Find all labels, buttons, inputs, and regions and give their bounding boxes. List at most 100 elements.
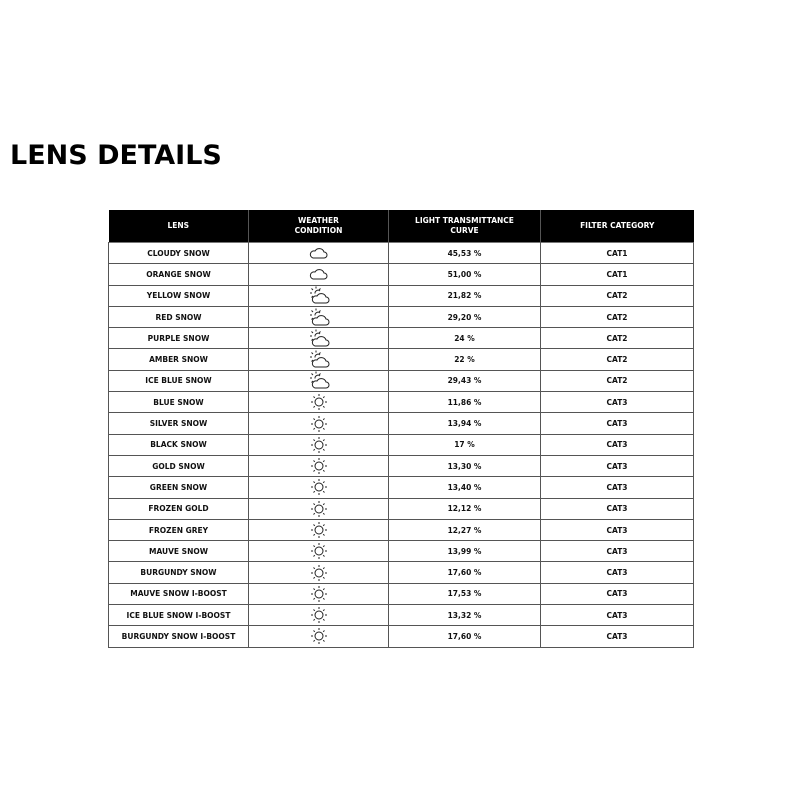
sun-icon <box>249 564 388 582</box>
weather-condition <box>248 284 389 307</box>
lens-name: YELLOW SNOW <box>108 284 249 307</box>
light-transmittance: 17,60 % <box>388 625 541 648</box>
weather-condition <box>248 582 389 606</box>
table-row: CLOUDY SNOW 45,53 % CAT1 <box>108 241 694 265</box>
sun-icon <box>249 521 388 539</box>
light-transmittance: 51,00 % <box>388 263 541 286</box>
light-transmittance: 29,20 % <box>388 305 541 329</box>
filter-category: CAT3 <box>540 391 694 414</box>
table-row: BLUE SNOW 11,86 % CAT3 <box>108 391 694 414</box>
table-row: AMBER SNOW 22 % CAT2 <box>108 348 694 371</box>
light-transmittance: 17,53 % <box>388 582 541 606</box>
light-transmittance: 22 % <box>388 348 541 371</box>
sun-icon <box>249 585 388 603</box>
weather-condition <box>248 540 389 563</box>
header-label: LIGHT TRANSMITTANCE CURVE <box>415 216 514 235</box>
filter-category: CAT3 <box>540 433 694 456</box>
table-row: GREEN SNOW 13,40 % CAT3 <box>108 476 694 499</box>
weather-condition <box>248 454 389 478</box>
header-category: FILTER CATEGORY <box>540 210 694 243</box>
sun-cloud-icon <box>249 371 388 390</box>
sun-icon <box>249 393 388 411</box>
sun-cloud-icon <box>249 350 388 369</box>
weather-condition <box>248 497 389 520</box>
lens-name: FROZEN GOLD <box>108 497 249 520</box>
lens-name: CLOUDY SNOW <box>108 241 249 265</box>
filter-category: CAT1 <box>540 241 694 265</box>
lens-name: BURGUNDY SNOW <box>108 561 249 584</box>
filter-category: CAT2 <box>540 348 694 371</box>
table-row: PURPLE SNOW 24 % CAT2 <box>108 327 694 350</box>
lens-name: BURGUNDY SNOW I-BOOST <box>108 625 249 648</box>
header-label: FILTER CATEGORY <box>580 221 655 230</box>
weather-condition <box>248 391 389 414</box>
filter-category: CAT2 <box>540 369 694 393</box>
lens-name: GREEN SNOW <box>108 476 249 499</box>
light-transmittance: 17 % <box>388 433 541 456</box>
table-row: MAUVE SNOW I-BOOST 17,53 % CAT3 <box>108 582 694 606</box>
table-row: RED SNOW 29,20 % CAT2 <box>108 305 694 329</box>
header-label: WEATHER CONDITION <box>294 216 343 235</box>
weather-condition <box>248 625 389 648</box>
sun-icon <box>249 436 388 454</box>
filter-category: CAT3 <box>540 412 694 435</box>
table-row: BURGUNDY SNOW I-BOOST 17,60 % CAT3 <box>108 625 694 648</box>
table-row: MAUVE SNOW 13,99 % CAT3 <box>108 540 694 563</box>
table-row: ICE BLUE SNOW 29,43 % CAT2 <box>108 369 694 393</box>
weather-condition <box>248 476 389 499</box>
filter-category: CAT3 <box>540 625 694 648</box>
lens-name: ICE BLUE SNOW <box>108 369 249 393</box>
weather-condition <box>248 305 389 329</box>
weather-condition <box>248 327 389 350</box>
light-transmittance: 12,27 % <box>388 518 541 542</box>
filter-category: CAT3 <box>540 476 694 499</box>
lens-name: RED SNOW <box>108 305 249 329</box>
filter-category: CAT3 <box>540 582 694 606</box>
table-row: SILVER SNOW 13,94 % CAT3 <box>108 412 694 435</box>
weather-condition <box>248 518 389 542</box>
weather-condition <box>248 263 389 286</box>
lens-name: ORANGE SNOW <box>108 263 249 286</box>
filter-category: CAT3 <box>540 497 694 520</box>
light-transmittance: 13,30 % <box>388 454 541 478</box>
lens-name: BLACK SNOW <box>108 433 249 456</box>
filter-category: CAT2 <box>540 327 694 350</box>
lens-name: AMBER SNOW <box>108 348 249 371</box>
sun-icon <box>249 500 388 518</box>
sun-cloud-icon <box>249 329 388 348</box>
light-transmittance: 13,99 % <box>388 540 541 563</box>
light-transmittance: 29,43 % <box>388 369 541 393</box>
weather-condition <box>248 241 389 265</box>
lens-name: PURPLE SNOW <box>108 327 249 350</box>
sun-icon <box>249 606 388 624</box>
weather-condition <box>248 433 389 456</box>
lens-name: BLUE SNOW <box>108 391 249 414</box>
table-row: BLACK SNOW 17 % CAT3 <box>108 433 694 456</box>
cloud-icon <box>249 266 388 282</box>
light-transmittance: 13,94 % <box>388 412 541 435</box>
sun-icon <box>249 457 388 475</box>
light-transmittance: 13,32 % <box>388 604 541 627</box>
weather-condition <box>248 412 389 435</box>
header-label: LENS <box>167 221 190 230</box>
filter-category: CAT3 <box>540 561 694 584</box>
sun-icon <box>249 542 388 560</box>
filter-category: CAT3 <box>540 454 694 478</box>
weather-condition <box>248 348 389 371</box>
filter-category: CAT2 <box>540 284 694 307</box>
light-transmittance: 17,60 % <box>388 561 541 584</box>
lens-details-table: LENS WEATHER CONDITION LIGHT TRANSMITTAN… <box>108 210 694 648</box>
filter-category: CAT2 <box>540 305 694 329</box>
table-row: ICE BLUE SNOW I-BOOST 13,32 % CAT3 <box>108 604 694 627</box>
cloud-icon <box>249 245 388 261</box>
header-transmittance: LIGHT TRANSMITTANCE CURVE <box>388 210 541 243</box>
weather-condition <box>248 561 389 584</box>
page-title: LENS DETAILS <box>10 140 222 171</box>
light-transmittance: 13,40 % <box>388 476 541 499</box>
sun-icon <box>249 627 388 645</box>
light-transmittance: 24 % <box>388 327 541 350</box>
lens-name: FROZEN GREY <box>108 518 249 542</box>
lens-name: SILVER SNOW <box>108 412 249 435</box>
lens-name: MAUVE SNOW I-BOOST <box>108 582 249 606</box>
sun-icon <box>249 415 388 433</box>
